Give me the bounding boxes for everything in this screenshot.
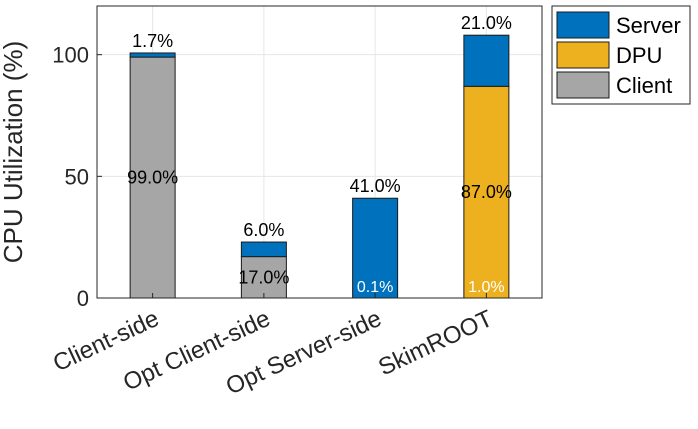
x-tick-label: SkimROOT [374, 305, 497, 381]
bar-segment-server [352, 197, 399, 299]
data-label-small: 0.1% [357, 279, 393, 296]
bar-segment-server [240, 241, 287, 258]
y-tick-label: 0 [77, 286, 89, 311]
legend-swatch-dpu [556, 41, 610, 69]
bars [129, 34, 510, 299]
legend-entry-client: Client [616, 73, 672, 98]
legend-entry-server: Server [616, 13, 681, 38]
legend-entry-dpu: DPU [616, 43, 662, 68]
data-label: 17.0% [238, 267, 289, 287]
legend-swatch-server [556, 11, 610, 39]
bar-segment-client [240, 256, 287, 299]
y-tick-label: 100 [52, 43, 89, 68]
bar-segment-server [129, 52, 176, 58]
data-label-small: 1.0% [468, 279, 504, 296]
data-label: 1.7% [132, 31, 173, 51]
data-label: 87.0% [461, 182, 512, 202]
data-label: 99.0% [127, 168, 178, 188]
legend-swatch-client [556, 71, 610, 99]
y-axis-label: CPU Utilization (%) [0, 41, 28, 264]
data-label: 6.0% [243, 220, 284, 240]
legend[interactable]: Server DPU Client [551, 5, 691, 105]
y-axis: 0 50 100 [52, 43, 102, 311]
bar-segment-server [463, 34, 510, 87]
data-labels: 99.0% 1.7% 17.0% 6.0% 41.0% 87.0% 21.0% 0.1% 1.0… [127, 13, 512, 296]
data-label: 41.0% [350, 176, 401, 196]
bar-segment-dpu [463, 85, 510, 299]
y-tick-label: 50 [65, 164, 89, 189]
plot-area-frame [96, 5, 543, 299]
data-label: 21.0% [461, 13, 512, 33]
